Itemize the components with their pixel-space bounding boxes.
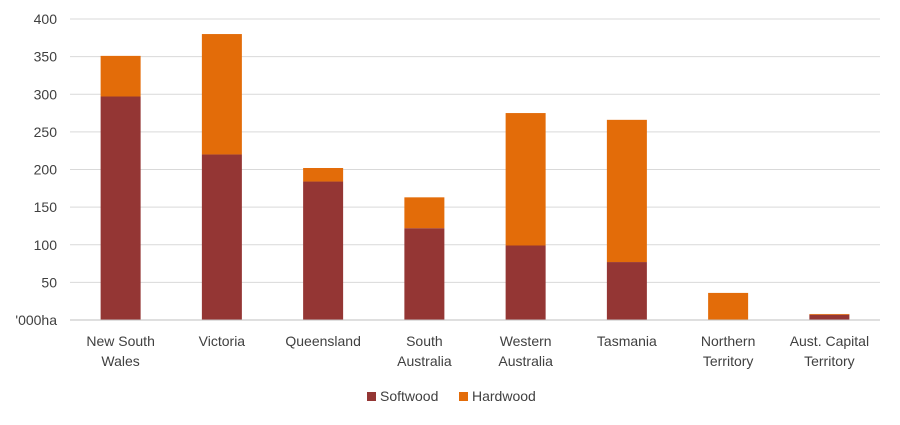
x-category-label: New South Wales [86,333,154,369]
y-tick-label: 250 [34,124,58,140]
bar-hardwood-7 [809,313,850,315]
bar-softwood-4 [505,245,546,320]
legend-label-hardwood: Hardwood [472,388,536,404]
bar-hardwood-2 [303,167,344,182]
x-category-label: Queensland [285,333,361,349]
y-tick-label: '000ha [15,312,57,328]
legend-swatch-softwood [367,392,376,401]
bar-softwood-0 [100,96,141,320]
bar-hardwood-4 [505,113,546,246]
y-tick-label: 300 [34,86,58,102]
bar-hardwood-6 [708,292,749,320]
y-tick-label: 150 [34,199,58,215]
y-tick-label: 350 [34,49,58,65]
bars [100,34,850,320]
x-category-label: Aust. Capital Territory [790,333,869,369]
bar-softwood-3 [404,228,445,320]
x-category-label: Western Australia [498,333,553,369]
x-category-label: Northern Territory [701,333,755,369]
y-tick-label: 50 [41,274,57,290]
bar-hardwood-5 [606,119,647,263]
bar-softwood-2 [303,181,344,320]
y-tick-label: 100 [34,237,58,253]
bar-hardwood-3 [404,197,445,229]
bar-hardwood-0 [100,55,141,97]
y-axis-tick-labels: '000ha 50 100 150 200 250 300 350 400 [15,11,57,328]
x-axis-category-labels: New South Wales Victoria Queensland South Aus… [86,333,869,369]
x-category-label: South Australia [397,333,452,369]
x-category-label: Victoria [199,333,246,349]
bar-softwood-5 [606,262,647,320]
bar-hardwood-1 [201,34,242,155]
x-category-label: Tasmania [597,333,657,349]
y-tick-label: 400 [34,11,58,27]
gridlines [70,18,880,283]
bar-softwood-7 [809,314,850,320]
legend-swatch-hardwood [459,392,468,401]
y-tick-label: 200 [34,162,58,178]
bar-softwood-1 [201,154,242,320]
legend: Softwood Hardwood [367,388,536,404]
legend-label-softwood: Softwood [380,388,438,404]
